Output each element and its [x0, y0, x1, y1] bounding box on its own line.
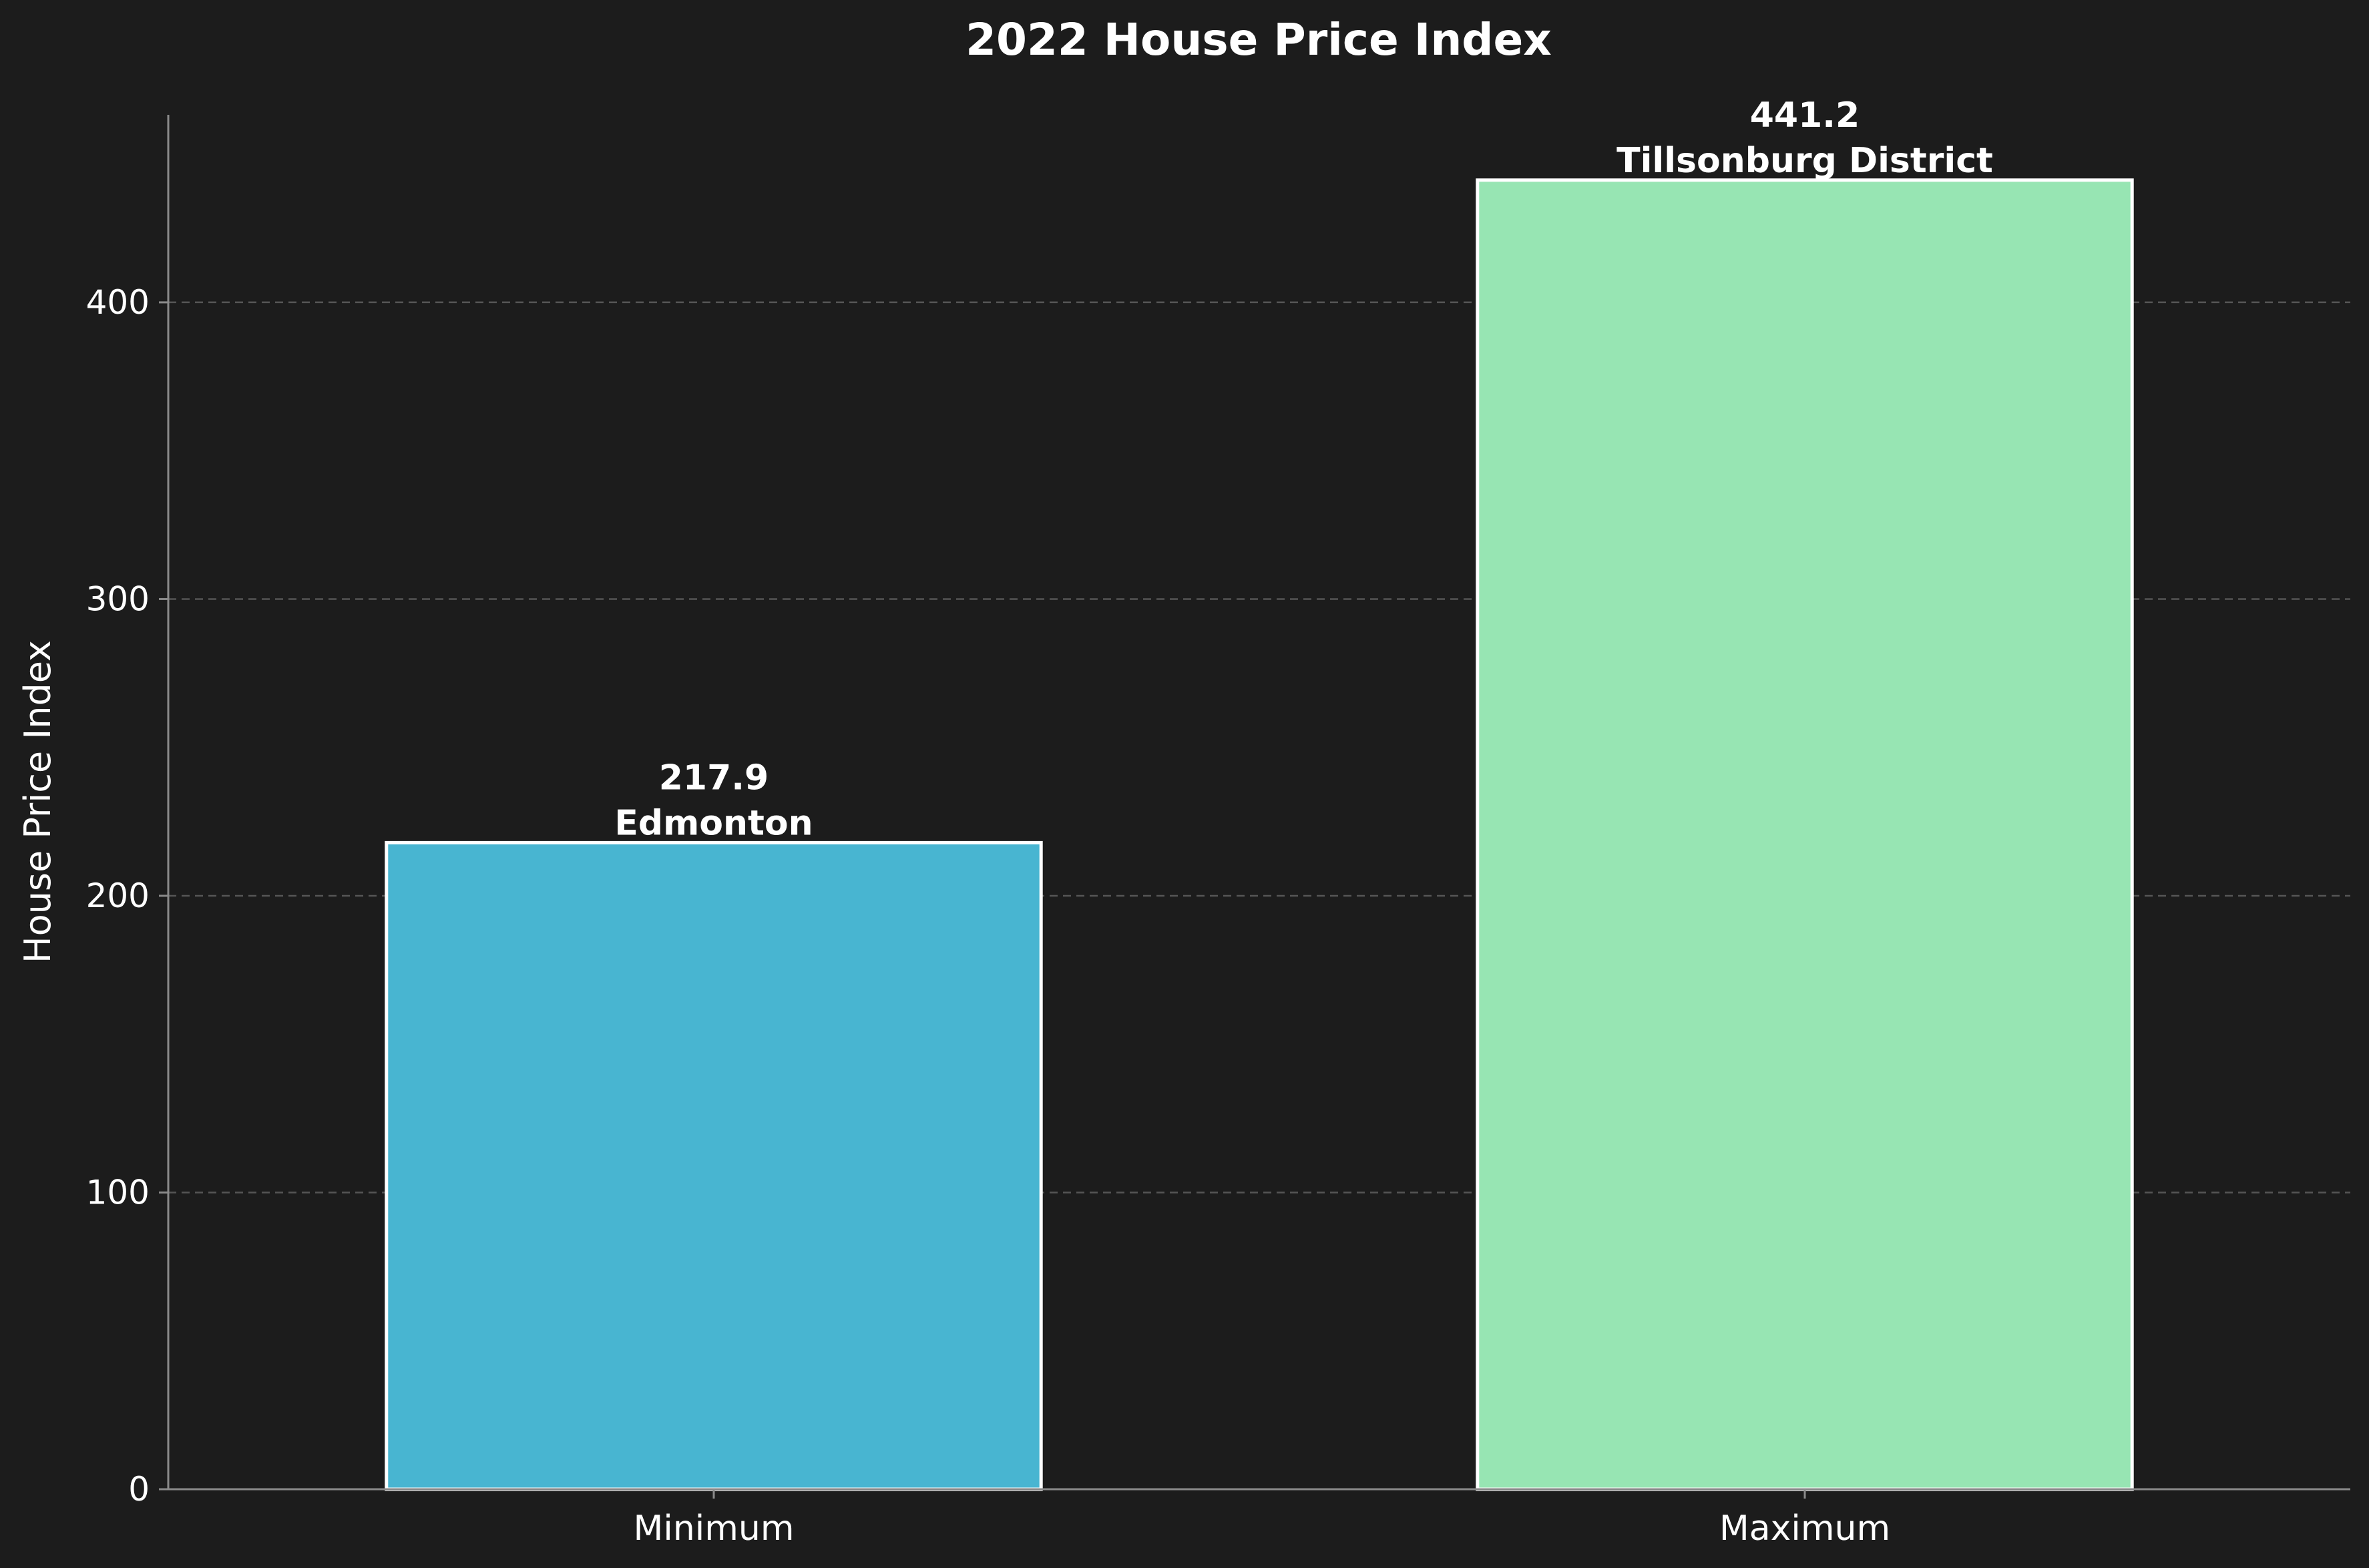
x-axis: Minimum Maximum — [168, 1488, 2350, 1549]
y-tick-label: 200 — [86, 876, 150, 915]
bar-value-label: 441.2 — [1750, 95, 1860, 136]
bar-name-label: Tillsonburg District — [1617, 141, 1993, 181]
bar-minimum — [385, 840, 1043, 1491]
y-axis-label: House Price Index — [17, 640, 59, 963]
bar-maximum — [1476, 178, 2134, 1491]
y-tick-label: 400 — [86, 283, 150, 322]
bar-value-label: 217.9 — [659, 758, 769, 798]
y-tick-label: 0 — [128, 1470, 150, 1509]
y-axis: 0 100 200 300 400 — [86, 115, 170, 1509]
x-tick-label: Minimum — [634, 1509, 795, 1549]
bars — [385, 178, 2134, 1491]
y-tick-label: 100 — [86, 1173, 150, 1212]
bar-labels: 217.9 Edmonton 441.2 Tillsonburg District — [614, 95, 1993, 844]
bar-name-label: Edmonton — [614, 803, 813, 843]
x-tick-label: Maximum — [1719, 1509, 1890, 1549]
y-tick-label: 300 — [86, 579, 150, 618]
chart-title: 2022 House Price Index — [965, 14, 1552, 65]
